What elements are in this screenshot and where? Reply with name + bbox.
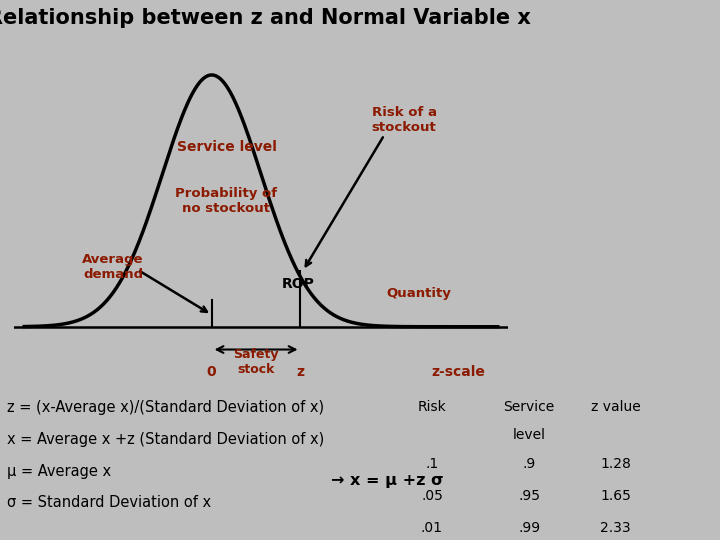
Text: Average
demand: Average demand: [82, 253, 144, 281]
Text: .01: .01: [421, 521, 443, 535]
Text: Risk: Risk: [418, 400, 446, 414]
Text: z value: z value: [590, 400, 641, 414]
Text: 1.65: 1.65: [600, 489, 631, 503]
Text: Quantity: Quantity: [387, 287, 451, 300]
Text: z = (x-Average x)/(Standard Deviation of x): z = (x-Average x)/(Standard Deviation of…: [7, 400, 324, 415]
Text: z: z: [297, 364, 305, 379]
Text: → x = μ +z σ: → x = μ +z σ: [331, 473, 444, 488]
Text: level: level: [513, 429, 546, 442]
Text: σ = Standard Deviation of x: σ = Standard Deviation of x: [7, 495, 212, 510]
Text: Probability of
no stockout: Probability of no stockout: [176, 187, 277, 215]
Text: .95: .95: [518, 489, 540, 503]
Text: .9: .9: [523, 457, 536, 471]
Text: Risk of a
stockout: Risk of a stockout: [372, 106, 436, 134]
Text: 1.28: 1.28: [600, 457, 631, 471]
Text: ROP: ROP: [282, 277, 315, 291]
Text: .1: .1: [426, 457, 438, 471]
Text: x = Average x +z (Standard Deviation of x): x = Average x +z (Standard Deviation of …: [7, 431, 325, 447]
Text: .05: .05: [421, 489, 443, 503]
Text: Service level: Service level: [176, 140, 276, 154]
Text: .99: .99: [518, 521, 540, 535]
Text: μ = Average x: μ = Average x: [7, 463, 112, 478]
Text: Safety
stock: Safety stock: [233, 348, 279, 375]
Text: Service: Service: [503, 400, 555, 414]
Text: z-scale: z-scale: [431, 364, 485, 379]
Text: 2.33: 2.33: [600, 521, 631, 535]
Text: Relationship between z and Normal Variable x: Relationship between z and Normal Variab…: [0, 8, 531, 28]
Text: 0: 0: [207, 364, 217, 379]
